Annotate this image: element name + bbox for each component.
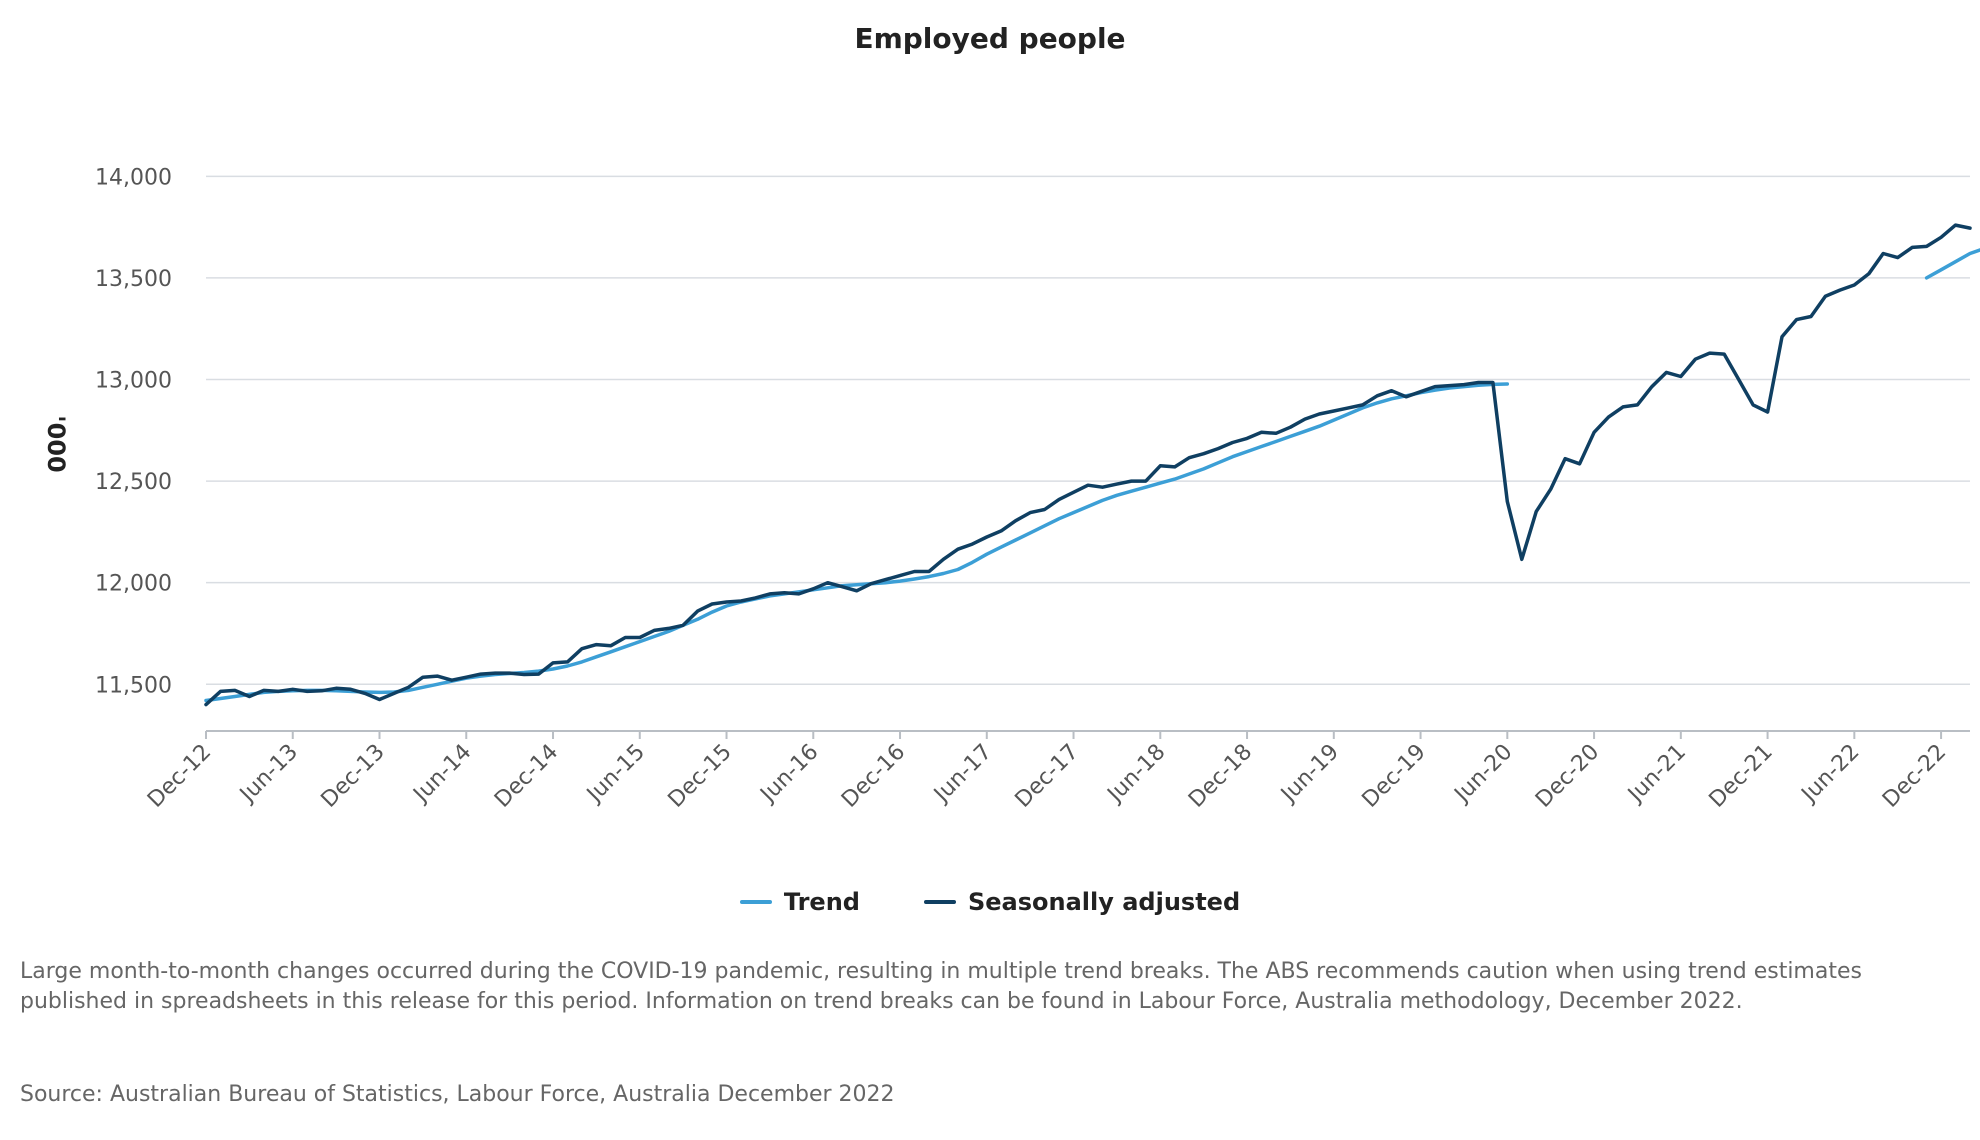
x-tick-label: Jun-21 [1622, 740, 1691, 809]
x-tick-label: Jun-14 [408, 740, 477, 809]
x-tick-label: Jun-18 [1102, 740, 1171, 809]
x-tick-label: Jun-22 [1796, 740, 1865, 809]
chart-legend: Trend Seasonally adjusted [0, 888, 1980, 916]
line-chart: 11,500 12,000 12,500 13,000 13,500 14,000 Dec-… [42, 165, 1980, 813]
y-axis-title: '000 [42, 415, 70, 472]
y-tick-label: 13,500 [95, 267, 172, 292]
x-tick-label: Dec-19 [1358, 740, 1431, 813]
y-tick-label: 12,500 [95, 470, 172, 495]
y-tick-label: 12,000 [95, 572, 172, 597]
x-tick-label: Dec-21 [1705, 740, 1778, 813]
x-tick-label: Dec-18 [1184, 740, 1257, 813]
y-tick-label: 11,500 [95, 673, 172, 698]
chart-title: Employed people [854, 22, 1126, 55]
chart-footnote: Large month-to-month changes occurred du… [20, 959, 1862, 1014]
x-tick-label: Jun-15 [581, 740, 650, 809]
seasonally-adjusted-swatch-icon [923, 900, 956, 904]
trend-series-line[interactable] [1924, 225, 1980, 280]
x-tick-label: Jun-20 [1449, 740, 1518, 809]
y-tick-label: 14,000 [95, 165, 172, 190]
x-tick-label: Jun-17 [928, 740, 997, 809]
x-tick-label: Dec-20 [1531, 740, 1604, 813]
trend-swatch-icon [739, 900, 772, 904]
chart-source: Source: Australian Bureau of Statistics,… [20, 1082, 895, 1107]
x-tick-label: Dec-16 [837, 740, 910, 813]
x-tick-label: Jun-16 [755, 740, 824, 809]
legend-label-seasonally-adjusted: Seasonally adjusted [967, 888, 1241, 916]
x-tick-label: Dec-22 [1878, 740, 1951, 813]
x-tick-label: Dec-14 [490, 740, 563, 813]
x-tick-label: Dec-15 [664, 740, 737, 813]
legend-item-seasonally-adjusted[interactable]: Seasonally adjusted [923, 888, 1241, 916]
legend-item-trend[interactable]: Trend [739, 888, 860, 916]
y-tick-label: 13,000 [95, 368, 172, 393]
trend-series-line[interactable] [204, 382, 1510, 703]
legend-label-trend: Trend [783, 888, 860, 916]
x-tick-label: Dec-17 [1011, 740, 1084, 813]
seasonally-adjusted-series-line[interactable] [204, 223, 1972, 707]
x-tick-label: Jun-19 [1275, 740, 1344, 809]
x-tick-label: Jun-13 [234, 740, 303, 809]
x-tick-label: Dec-13 [317, 740, 390, 813]
x-tick-label: Dec-12 [143, 740, 216, 813]
